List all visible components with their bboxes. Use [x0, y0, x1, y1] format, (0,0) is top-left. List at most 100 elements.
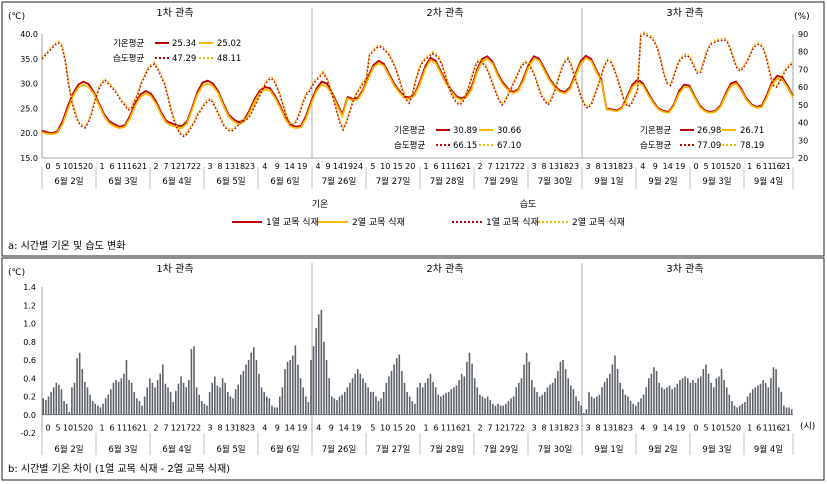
panel-a-ytick-right: 60 — [798, 83, 808, 92]
bar — [642, 394, 645, 415]
panel-a-title-3: 3차 관측 — [666, 7, 703, 19]
bar — [453, 387, 455, 415]
avg-box-1: 기온평균 25.34 25.02 습도평균 47.29 48.11 — [113, 38, 241, 64]
bar — [562, 360, 564, 415]
bar — [323, 341, 325, 415]
bar — [65, 403, 68, 415]
bar — [689, 382, 692, 415]
bar — [250, 352, 252, 415]
panel-b-ytick: 1.4 — [23, 283, 36, 292]
bar — [294, 345, 297, 415]
panel-a-day-label: 7월 29일 — [484, 176, 519, 187]
panel-a-hour-tick: 4 — [315, 162, 320, 171]
bar — [725, 387, 728, 415]
panel-b-hour-tick: 14 — [339, 424, 349, 433]
bar — [650, 373, 653, 415]
bar — [554, 378, 557, 415]
avg3-temp2: 26.71 — [740, 126, 764, 136]
panel-a-hour-tick: 9 — [325, 162, 330, 171]
bar — [622, 389, 624, 415]
bar — [484, 398, 486, 415]
bar — [388, 376, 390, 415]
panel-b-hour-tick: 3 — [585, 424, 590, 433]
panel-b-frame — [1, 257, 825, 481]
bar — [424, 382, 427, 415]
bar — [234, 389, 237, 415]
bar — [263, 391, 265, 415]
bar — [754, 387, 757, 415]
bar — [533, 387, 536, 415]
panel-b-chart: (℃) 1차 관측 2차 관측 3차 관측 (시) 1.4 1.2 1.0 0.8 0.… — [8, 263, 815, 475]
panel-a-day-label: 6월 3일 — [108, 176, 137, 187]
bar — [733, 405, 736, 415]
panel-a-hour-tick: 0 — [693, 162, 698, 171]
panel-b-hour-tick: 19 — [297, 424, 307, 433]
avg1-hum2: 48.11 — [217, 54, 241, 64]
bar — [525, 352, 528, 415]
bar — [141, 405, 143, 415]
panel-a-hour-tick: 15 — [721, 162, 731, 171]
panel-a-hour-tick: 10 — [63, 162, 73, 171]
bar — [401, 370, 403, 415]
panel-b-hour-tick: 16 — [451, 424, 461, 433]
panel-b-hour-tick: 12 — [495, 424, 505, 433]
bar — [692, 380, 694, 415]
panel-a-ytick-left: 20.0 — [20, 129, 38, 138]
panel-b-day-label: 6월 4일 — [162, 444, 191, 455]
bar — [777, 387, 780, 415]
panel-a-day-label: 7월 30일 — [538, 176, 573, 187]
bar — [635, 405, 637, 415]
bar — [718, 376, 720, 415]
bar — [427, 378, 429, 415]
avg1-temp1: 25.34 — [172, 39, 196, 49]
bar — [86, 387, 89, 415]
panel-b-hour-tick: 20 — [731, 424, 741, 433]
bar — [419, 382, 421, 415]
panel-a-hour-tick: 11 — [117, 162, 127, 171]
bar — [775, 369, 777, 415]
panel-b-hour-tick: 20 — [83, 424, 93, 433]
panel-b-hour-tick: 14 — [663, 424, 673, 433]
bar — [50, 391, 52, 415]
panel-b-hour-tick: 14 — [285, 424, 295, 433]
panel-a-hour-tick: 15 — [73, 162, 83, 171]
avg2-hum1: 66.15 — [453, 141, 477, 151]
bar — [286, 361, 289, 415]
panel-a-day-label: 9월 3일 — [702, 176, 731, 187]
panel-b-hour-tick: 15 — [73, 424, 83, 433]
bar — [193, 346, 195, 415]
bar — [640, 398, 642, 415]
bar — [84, 381, 86, 415]
panel-a-hour-tick: 21 — [781, 162, 791, 171]
panel-b-hour-tick: 18 — [235, 424, 245, 433]
bar — [175, 391, 177, 415]
panel-b-day-label: 7월 28일 — [430, 444, 465, 455]
bar — [172, 401, 175, 415]
panel-b-hour-tick: 23 — [569, 424, 579, 433]
panel-a-frame — [1, 1, 825, 257]
series-line-1열-교목-식재-기온 — [41, 54, 794, 135]
bar — [666, 387, 668, 415]
bar — [468, 352, 471, 415]
bar — [253, 347, 255, 415]
panel-b-ytick: -0.2 — [20, 429, 36, 438]
panel-a-unit-left: (℃) — [8, 12, 25, 22]
panel-a-hour-tick: 8 — [541, 162, 546, 171]
bar — [648, 378, 650, 415]
panel-a-hour-tick: 16 — [127, 162, 137, 171]
panel-a-hour-tick: 2 — [153, 162, 158, 171]
panel-a-hour-tick: 17 — [505, 162, 515, 171]
bar — [570, 385, 572, 415]
bar — [637, 401, 640, 415]
panel-a-hour-tick: 21 — [461, 162, 471, 171]
bar — [653, 367, 655, 415]
panel-a-hour-tick: 12 — [171, 162, 181, 171]
panel-a-hour-tick: 1 — [747, 162, 752, 171]
panel-a-hour-tick: 6 — [433, 162, 438, 171]
bar — [738, 405, 741, 415]
bar — [684, 376, 686, 415]
bar — [302, 387, 304, 415]
bar — [746, 396, 749, 415]
avg-box-2: 기온평균 30.89 30.66 습도평균 66.15 67.10 — [394, 125, 521, 151]
bar — [601, 387, 603, 415]
